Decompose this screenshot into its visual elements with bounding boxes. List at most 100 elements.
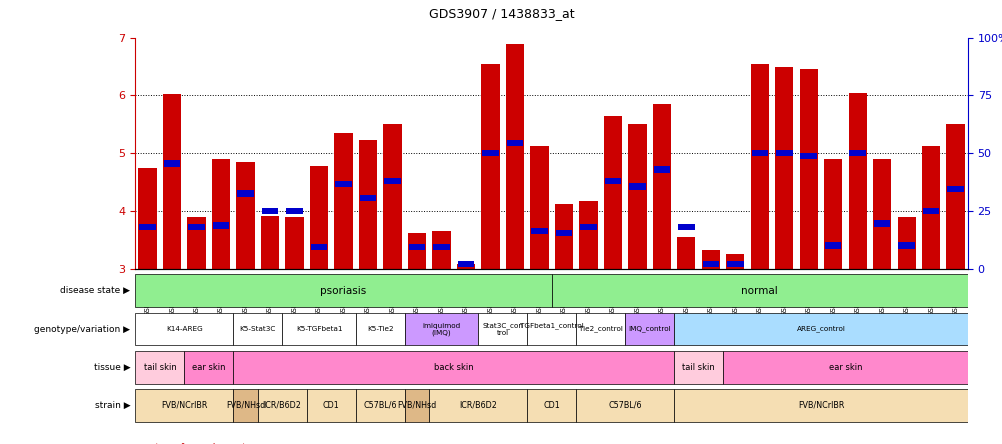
Bar: [334, 133, 353, 269]
Bar: [551, 274, 967, 307]
Bar: [676, 237, 694, 269]
Bar: [135, 313, 233, 345]
Bar: [722, 351, 967, 384]
Text: tail skin: tail skin: [143, 363, 176, 372]
Bar: [359, 140, 377, 269]
Text: psoriasis: psoriasis: [320, 286, 367, 296]
Bar: [482, 150, 498, 156]
Bar: [505, 44, 524, 269]
Bar: [356, 389, 405, 422]
Bar: [429, 389, 527, 422]
Bar: [701, 261, 718, 267]
Text: K5-TGFbeta1: K5-TGFbeta1: [296, 326, 342, 332]
Text: genotype/variation ▶: genotype/variation ▶: [34, 325, 130, 333]
Bar: [307, 389, 356, 422]
Text: ■ transformed count: ■ transformed count: [143, 443, 246, 444]
Text: C57BL/6: C57BL/6: [608, 401, 641, 410]
Bar: [673, 389, 967, 422]
Bar: [898, 242, 914, 249]
Bar: [824, 159, 842, 269]
Bar: [554, 204, 572, 269]
Bar: [356, 313, 405, 345]
Bar: [527, 389, 575, 422]
Text: K14-AREG: K14-AREG: [166, 326, 202, 332]
Bar: [162, 94, 181, 269]
Bar: [527, 313, 575, 345]
Text: disease state ▶: disease state ▶: [60, 286, 130, 295]
Bar: [673, 351, 722, 384]
Text: ICR/B6D2: ICR/B6D2: [459, 401, 497, 410]
Bar: [188, 224, 204, 230]
Bar: [578, 201, 597, 269]
Bar: [258, 389, 307, 422]
Bar: [677, 224, 694, 230]
Bar: [262, 208, 279, 214]
Bar: [408, 233, 426, 269]
Text: imiquimod
(IMQ): imiquimod (IMQ): [422, 322, 460, 336]
Bar: [726, 261, 742, 267]
Bar: [236, 162, 255, 269]
Bar: [627, 124, 646, 269]
Bar: [261, 215, 279, 269]
Bar: [138, 168, 156, 269]
Bar: [286, 208, 303, 214]
Bar: [603, 116, 621, 269]
Bar: [872, 159, 891, 269]
Bar: [506, 139, 523, 146]
Bar: [946, 124, 964, 269]
Bar: [187, 217, 205, 269]
Bar: [408, 243, 425, 250]
Bar: [163, 160, 180, 167]
Bar: [530, 146, 548, 269]
Text: FVB/NHsd: FVB/NHsd: [397, 401, 436, 410]
Bar: [135, 351, 184, 384]
Bar: [701, 250, 719, 269]
Bar: [799, 70, 817, 269]
Bar: [824, 242, 841, 249]
Bar: [628, 183, 645, 190]
Bar: [211, 159, 230, 269]
Bar: [405, 389, 429, 422]
Bar: [873, 220, 890, 227]
Bar: [555, 230, 571, 236]
Bar: [653, 166, 669, 173]
Bar: [282, 313, 356, 345]
Text: FVB/NHsd: FVB/NHsd: [225, 401, 265, 410]
Text: back skin: back skin: [434, 363, 473, 372]
Text: IMQ_control: IMQ_control: [627, 325, 670, 333]
Bar: [384, 178, 401, 184]
Text: CD1: CD1: [543, 401, 559, 410]
Text: K5-Tie2: K5-Tie2: [367, 326, 393, 332]
Text: AREG_control: AREG_control: [796, 325, 845, 333]
Bar: [624, 313, 673, 345]
Text: Stat3C_con
trol: Stat3C_con trol: [482, 322, 523, 336]
Bar: [848, 93, 866, 269]
Bar: [135, 274, 551, 307]
Text: tissue ▶: tissue ▶: [93, 363, 130, 372]
Bar: [405, 313, 478, 345]
Bar: [457, 261, 474, 267]
Bar: [579, 224, 596, 230]
Bar: [776, 150, 792, 156]
Bar: [212, 222, 229, 229]
Text: TGFbeta1_control: TGFbeta1_control: [519, 322, 583, 336]
Bar: [311, 243, 327, 250]
Bar: [286, 217, 304, 269]
Bar: [849, 150, 865, 156]
Text: FVB/NCrIBR: FVB/NCrIBR: [161, 401, 207, 410]
Bar: [478, 313, 527, 345]
Bar: [360, 195, 376, 202]
Bar: [481, 64, 499, 269]
Text: GDS3907 / 1438833_at: GDS3907 / 1438833_at: [428, 7, 574, 20]
Bar: [750, 150, 768, 156]
Text: tail skin: tail skin: [681, 363, 714, 372]
Bar: [921, 146, 940, 269]
Bar: [233, 351, 673, 384]
Text: C57BL/6: C57BL/6: [363, 401, 397, 410]
Bar: [531, 228, 547, 234]
Bar: [139, 224, 155, 230]
Bar: [335, 181, 352, 187]
Bar: [652, 104, 670, 269]
Text: CD1: CD1: [323, 401, 340, 410]
Bar: [725, 254, 743, 269]
